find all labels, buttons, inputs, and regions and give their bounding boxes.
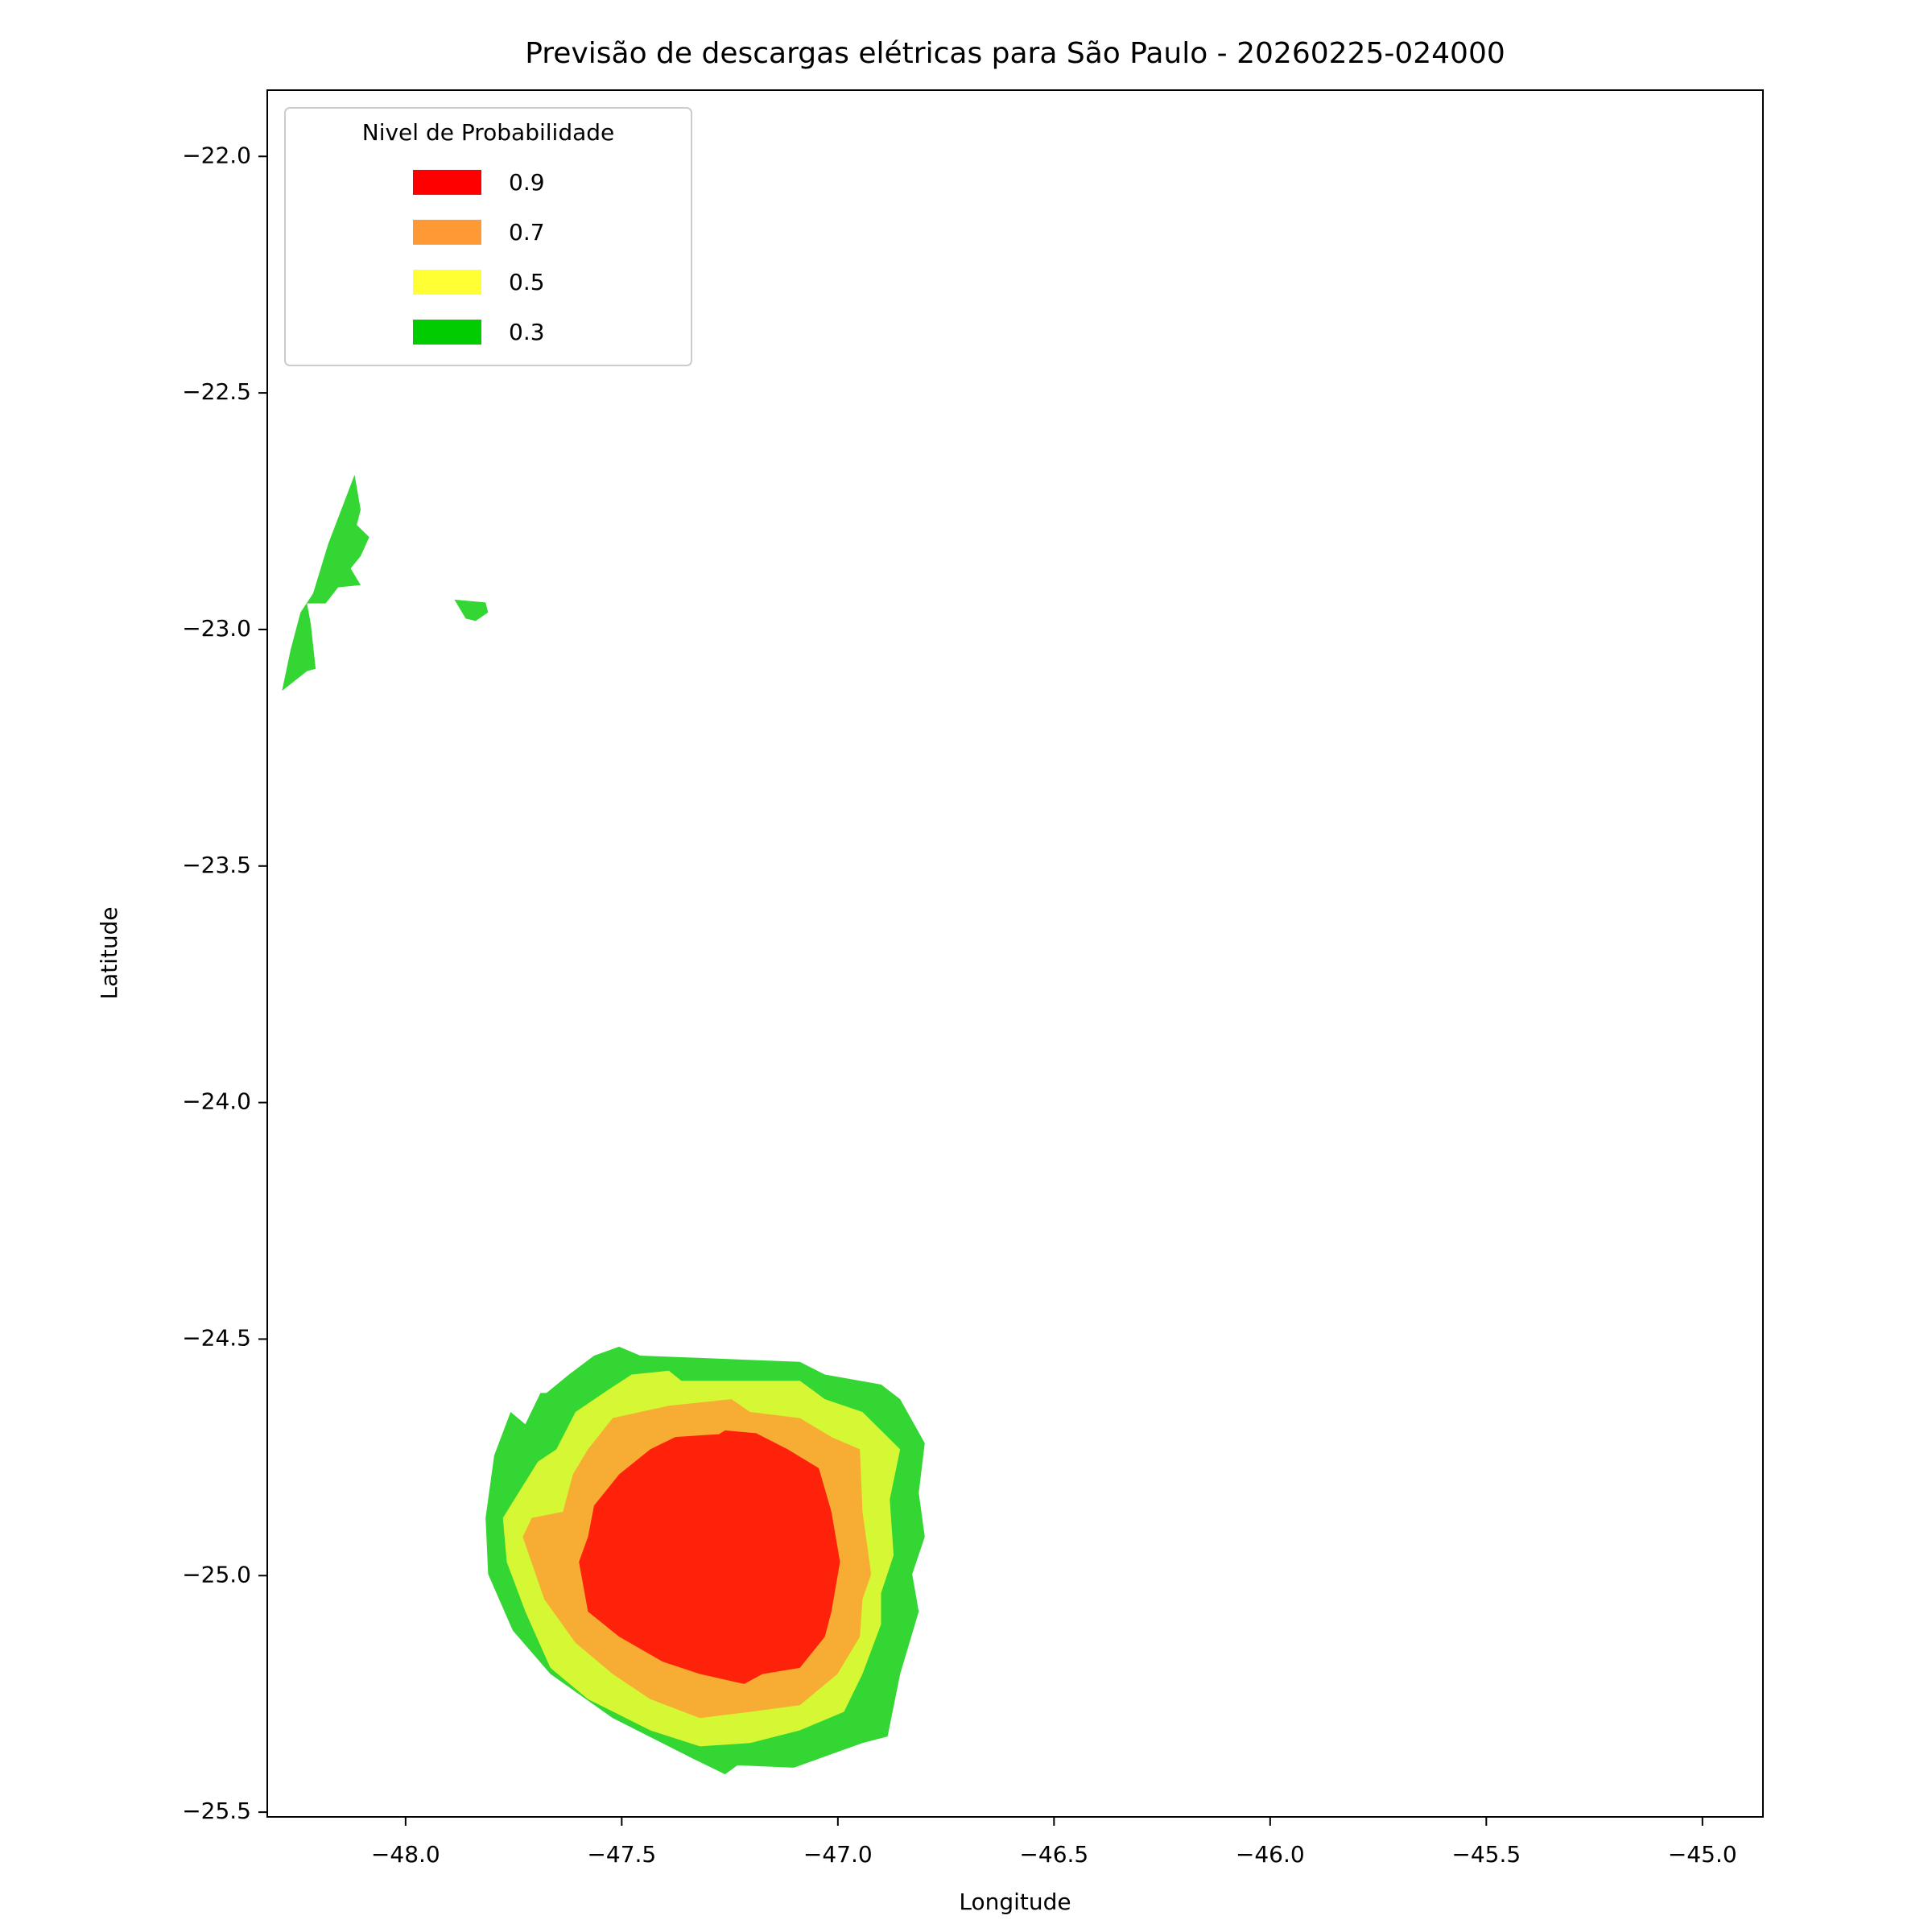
legend-swatch — [413, 170, 481, 195]
y-tick-label: −25.0 — [182, 1561, 251, 1587]
legend-title: Nivel de Probabilidade — [362, 119, 615, 146]
y-tick-label: −24.5 — [182, 1324, 251, 1351]
plot-area — [282, 474, 925, 1775]
x-tick-label: −48.0 — [371, 1841, 440, 1868]
y-tick-label: −23.0 — [182, 615, 251, 642]
legend-label: 0.3 — [509, 319, 545, 345]
chart-title: Previsão de descargas elétricas para São… — [525, 37, 1505, 70]
contour-region — [579, 1430, 840, 1684]
y-tick-label: −25.5 — [182, 1798, 251, 1824]
y-tick-label: −22.0 — [182, 142, 251, 168]
x-tick-label: −47.5 — [587, 1841, 656, 1868]
legend-swatch — [413, 220, 481, 245]
legend-label: 0.9 — [509, 169, 545, 196]
x-tick-label: −46.0 — [1236, 1841, 1305, 1868]
contour-region — [454, 599, 489, 621]
y-tick-label: −24.0 — [182, 1088, 251, 1115]
x-tick-label: −45.5 — [1451, 1841, 1521, 1868]
legend-swatch — [413, 270, 481, 295]
legend-box — [284, 107, 692, 366]
x-tick-label: −46.5 — [1019, 1841, 1088, 1868]
y-tick-label: −23.5 — [182, 852, 251, 878]
y-axis-label: Latitude — [96, 906, 122, 999]
x-tick-label: −47.0 — [803, 1841, 873, 1868]
x-tick-label: −45.0 — [1668, 1841, 1737, 1868]
legend-label: 0.5 — [509, 269, 545, 295]
y-tick-label: −22.5 — [182, 378, 251, 405]
axes-frame — [266, 89, 1764, 1818]
legend-swatch — [413, 320, 481, 345]
contour-region — [282, 474, 369, 691]
x-axis-label: Longitude — [959, 1889, 1071, 1915]
legend-label: 0.7 — [509, 219, 545, 246]
